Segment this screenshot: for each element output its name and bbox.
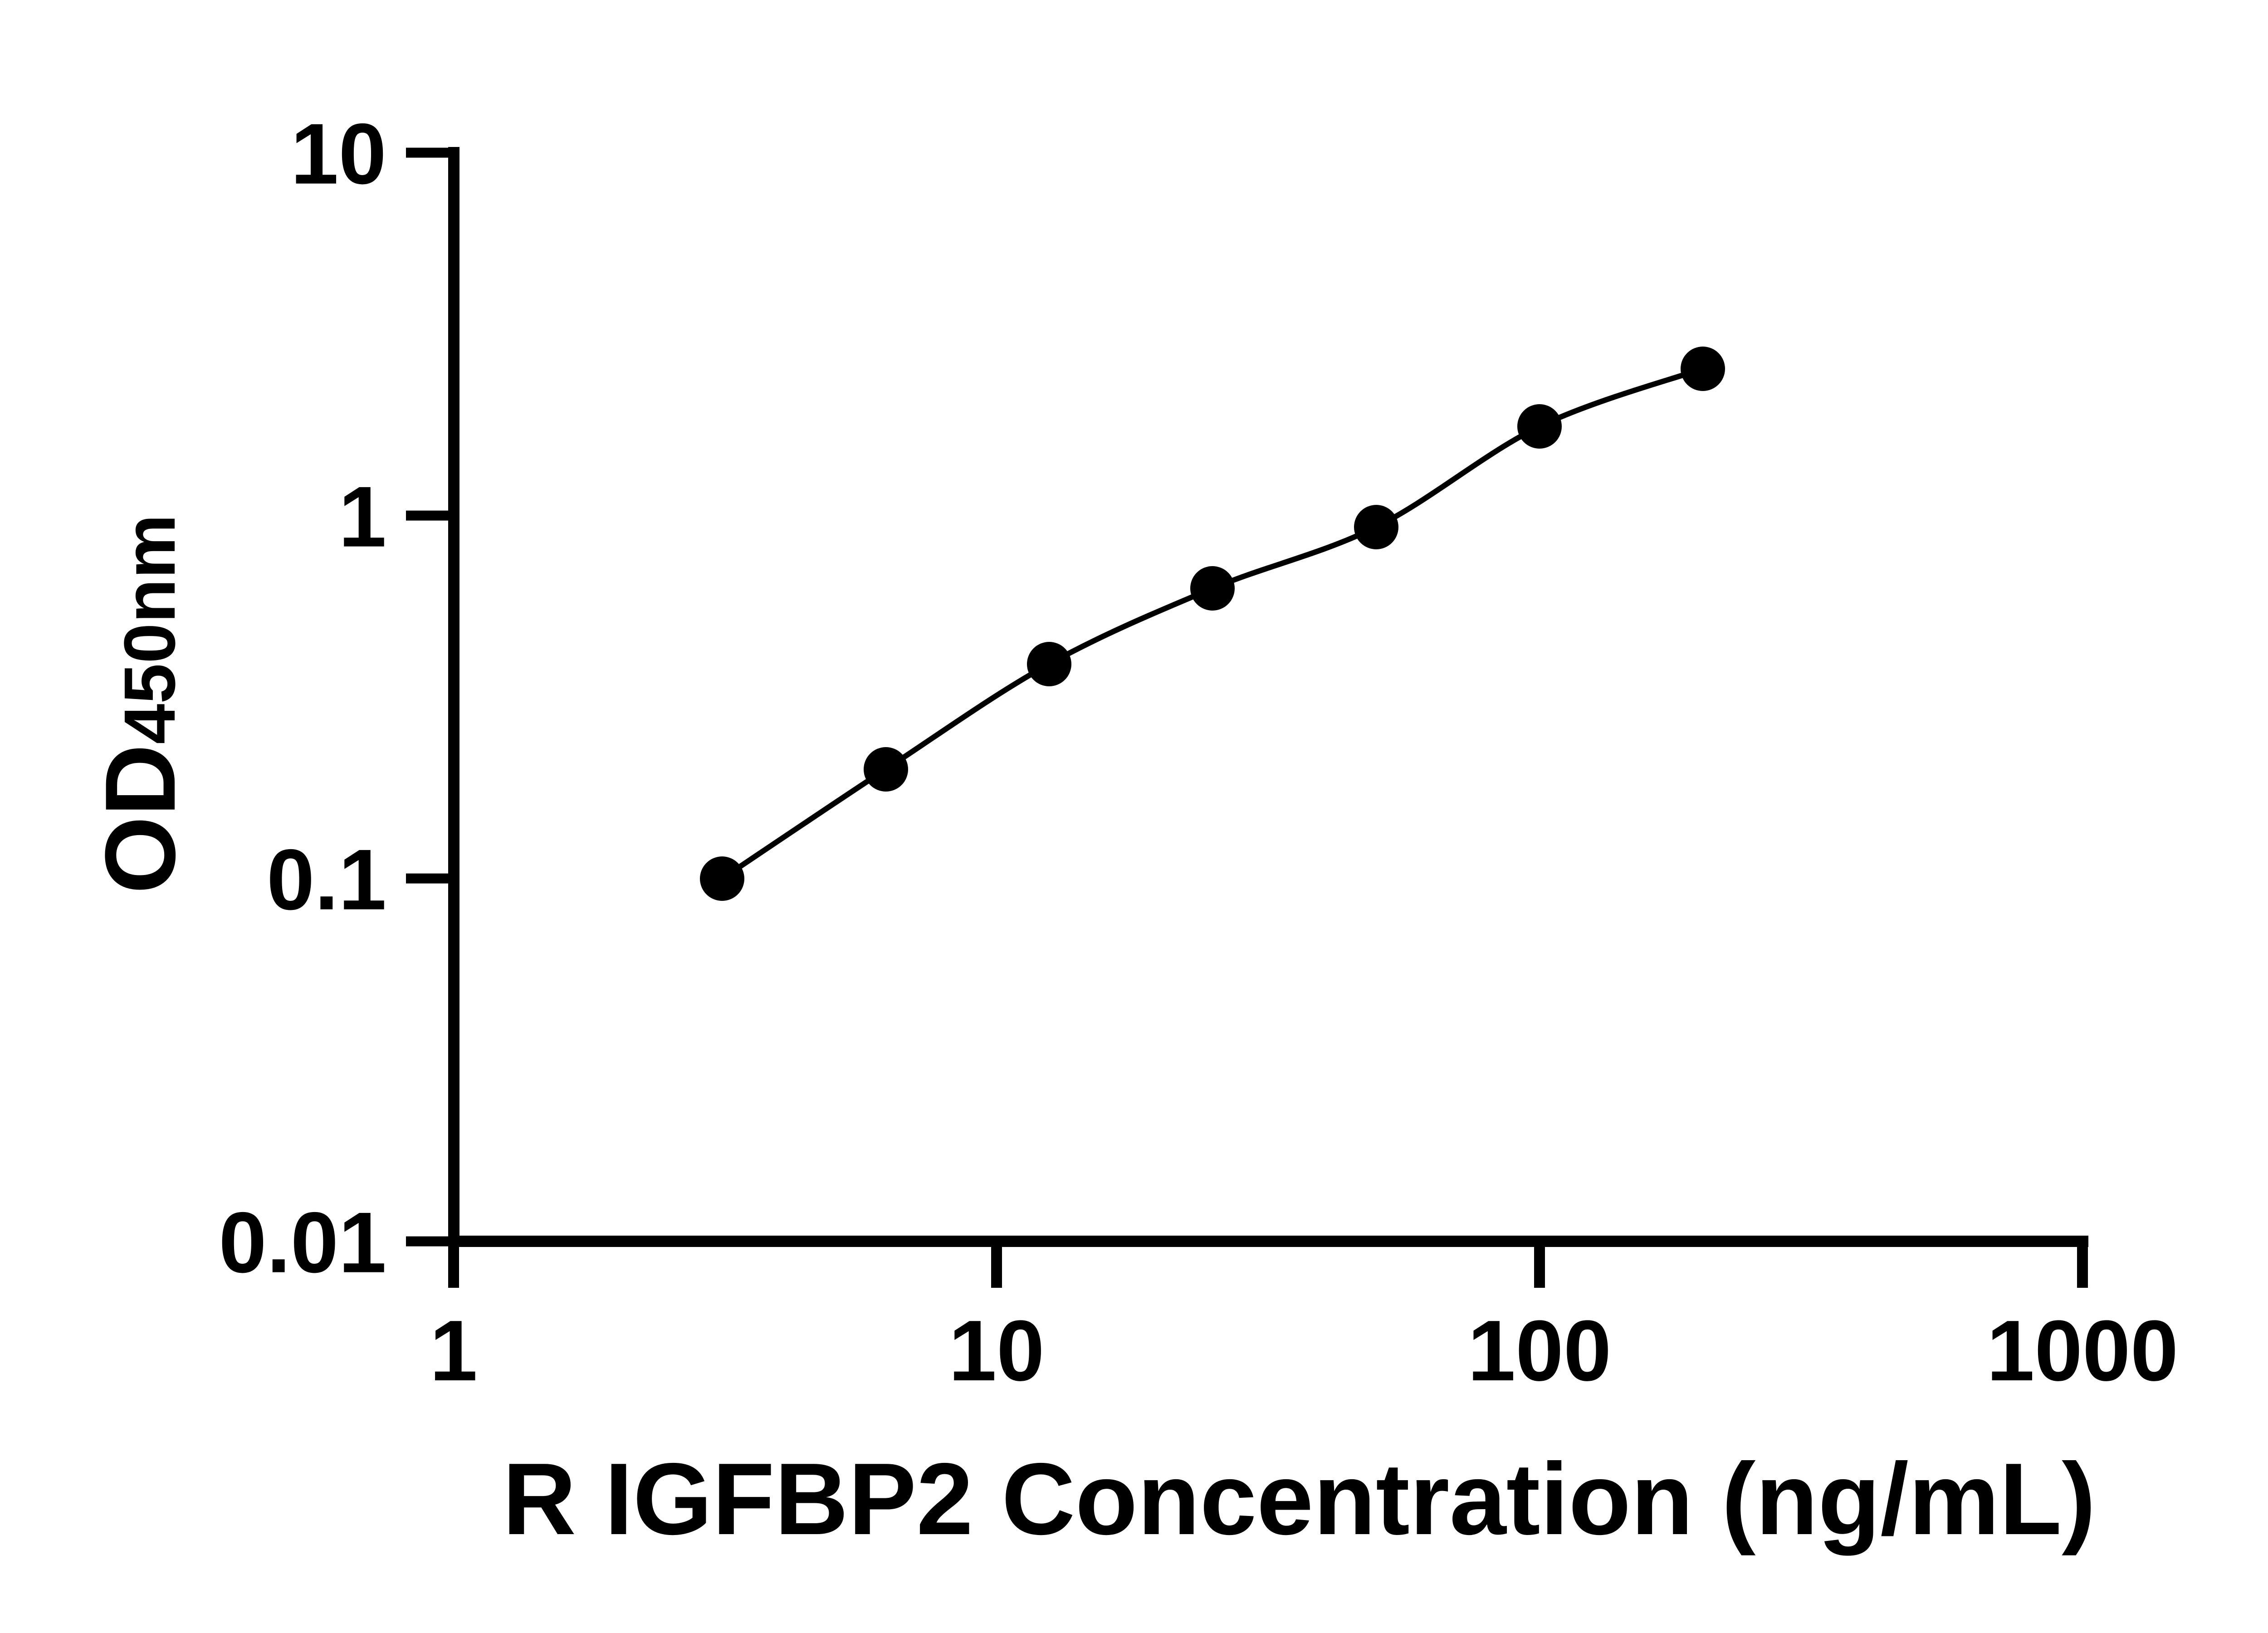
y-tick-mark-0.01 <box>406 1236 454 1247</box>
axes: 10 1 0.1 0.01 1 10 100 1000 <box>219 106 2178 1399</box>
y-tick-mark-10 <box>406 147 454 158</box>
standard-curve-line <box>719 366 1706 881</box>
x-tick-label-100: 100 <box>1467 1303 1611 1399</box>
y-tick-label-1: 1 <box>338 469 386 565</box>
y-tick-mark-0.1 <box>406 873 454 884</box>
y-tick-mark-1 <box>406 510 454 521</box>
data-point-5 <box>1517 404 1562 449</box>
y-tick-label-10: 10 <box>291 106 386 202</box>
x-axis-title: R IGFBP2 Concentration (ng/mL) <box>503 1442 2096 1556</box>
y-axis-line <box>448 147 459 1247</box>
y-axis-title-sub: 450nm <box>109 514 190 744</box>
y-tick-label-0.01: 0.01 <box>219 1195 386 1291</box>
data-point-0 <box>700 856 744 901</box>
y-axis-title: OD450nm <box>84 514 196 894</box>
y-tick-label-0.1: 0.1 <box>267 832 386 928</box>
y-axis-title-main: OD <box>84 744 196 894</box>
data-point-3 <box>1190 566 1235 611</box>
series-layer <box>700 347 1725 901</box>
data-point-6 <box>1681 347 1725 391</box>
x-tick-mark-100 <box>1534 1242 1545 1288</box>
x-tick-label-1: 1 <box>430 1303 478 1399</box>
x-tick-mark-1000 <box>2077 1242 2088 1288</box>
data-point-1 <box>864 747 908 792</box>
data-point-2 <box>1027 642 1071 686</box>
x-tick-mark-10 <box>991 1242 1002 1288</box>
x-tick-mark-1 <box>448 1242 459 1288</box>
x-tick-label-1000: 1000 <box>1987 1303 2179 1399</box>
data-point-4 <box>1354 505 1398 549</box>
x-tick-label-10: 10 <box>948 1303 1044 1399</box>
x-axis-line <box>448 1236 2088 1247</box>
